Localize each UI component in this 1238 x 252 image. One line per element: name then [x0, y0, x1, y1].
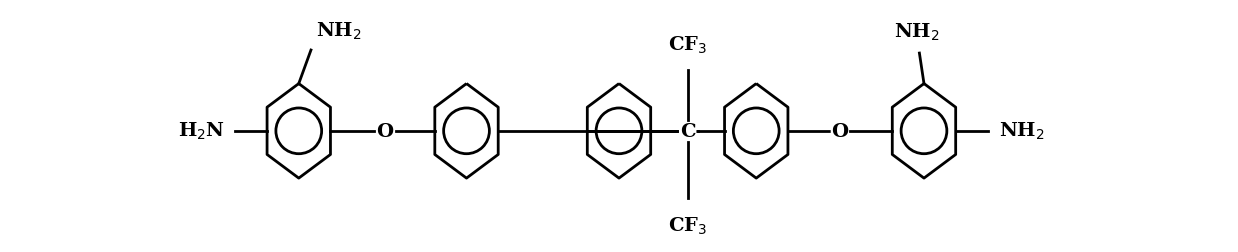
Text: O: O: [376, 122, 394, 140]
Text: H$_2$N: H$_2$N: [178, 121, 225, 142]
Text: NH$_2$: NH$_2$: [316, 20, 361, 42]
Text: NH$_2$: NH$_2$: [894, 22, 940, 43]
Text: C: C: [680, 122, 696, 140]
Text: O: O: [831, 122, 848, 140]
Text: NH$_2$: NH$_2$: [999, 121, 1045, 142]
Text: CF$_3$: CF$_3$: [669, 215, 707, 236]
Text: CF$_3$: CF$_3$: [669, 34, 707, 55]
